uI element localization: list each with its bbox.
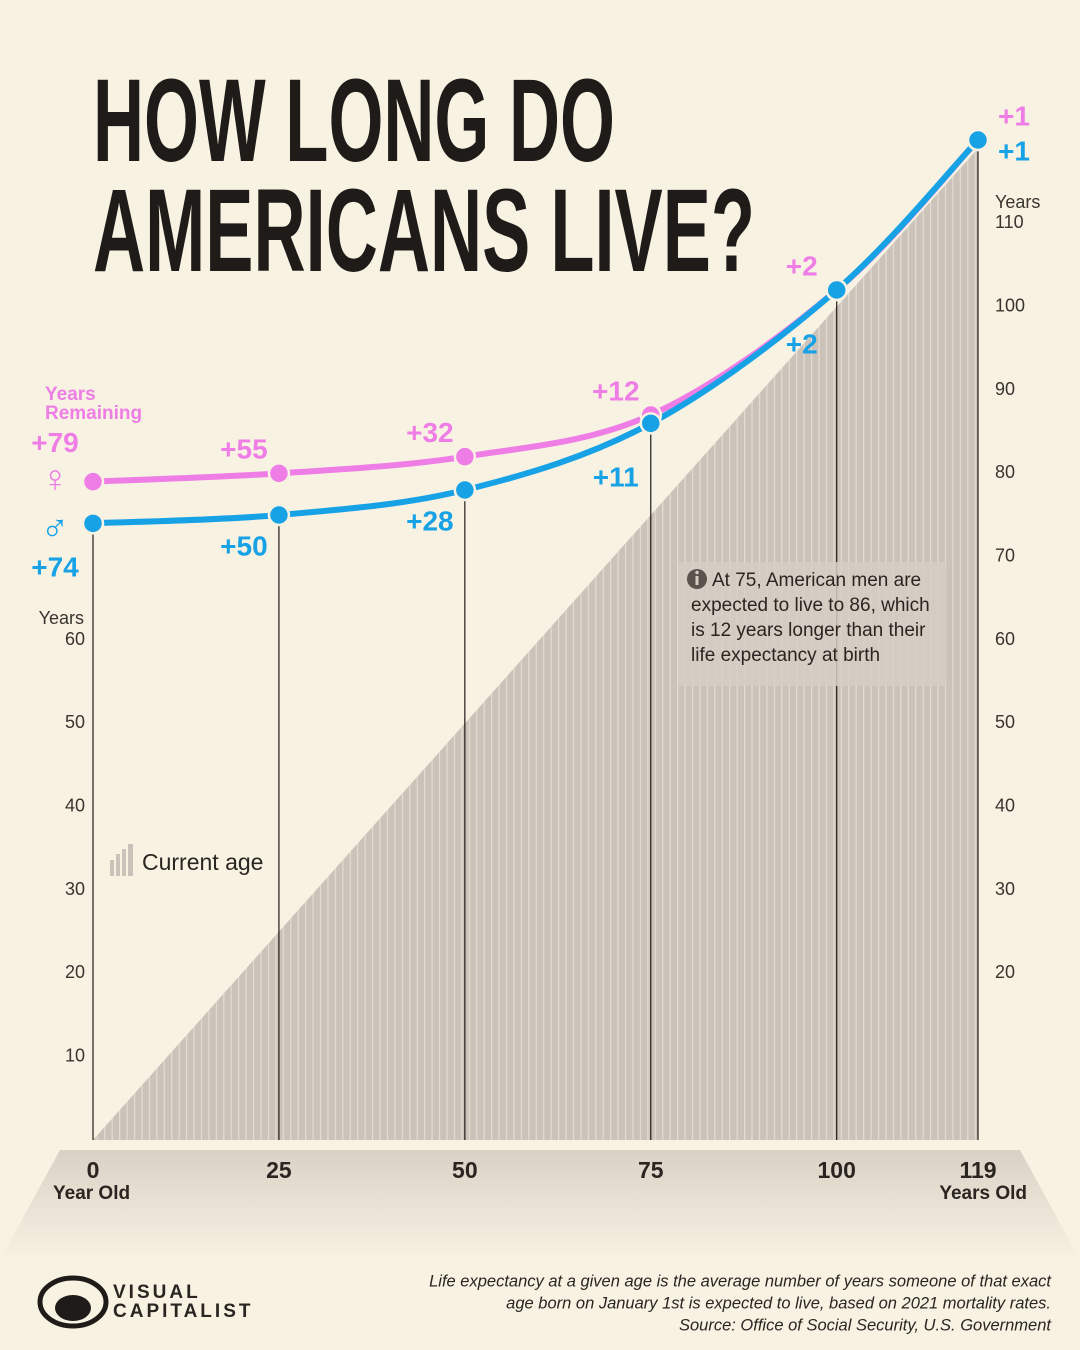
x-axis-label: Years Old bbox=[939, 1183, 1027, 1204]
marker bbox=[966, 128, 990, 152]
title: HOW LONG DO AMERICANS LIVE? bbox=[93, 55, 755, 297]
title-line: HOW LONG DO bbox=[93, 55, 615, 187]
value-label: +12 bbox=[592, 375, 640, 406]
annotation-text: expected to live to 86, which bbox=[691, 595, 930, 616]
logo-text: VISUAL bbox=[113, 1282, 201, 1303]
y-tick-label: 40 bbox=[65, 795, 85, 815]
annotation-text: At 75, American men are bbox=[712, 570, 921, 591]
footnote-line: Source: Office of Social Security, U.S. … bbox=[679, 1316, 1052, 1334]
x-tick-label: 0 bbox=[87, 1157, 100, 1183]
marker bbox=[267, 503, 291, 527]
x-tick-label: 25 bbox=[266, 1157, 292, 1183]
area bbox=[93, 148, 978, 1141]
value-label: +55 bbox=[220, 434, 268, 465]
y-axis-label: Years bbox=[39, 608, 84, 628]
marker bbox=[825, 278, 848, 302]
legend-swatch bbox=[128, 844, 133, 876]
x-tick-label: 119 bbox=[959, 1157, 996, 1183]
y-tick-label: 20 bbox=[65, 962, 85, 982]
y2-tick-label: 70 bbox=[995, 545, 1015, 565]
y2-axis-label: Years bbox=[995, 192, 1040, 212]
marker bbox=[267, 462, 291, 485]
y-tick-label: 10 bbox=[65, 1045, 85, 1065]
value-label: +2 bbox=[786, 250, 818, 281]
value-label: +28 bbox=[406, 505, 454, 536]
logo-icon bbox=[37, 1275, 109, 1329]
legend-label: Current age bbox=[142, 849, 263, 875]
y2-tick-label: 60 bbox=[995, 629, 1015, 649]
x-tick-label: 50 bbox=[452, 1157, 478, 1183]
remaining-label: Remaining bbox=[45, 403, 142, 424]
y2-tick-label: 30 bbox=[995, 879, 1015, 899]
line bbox=[92, 137, 981, 527]
annotation-text: life expectancy at birth bbox=[691, 645, 880, 666]
value-label: +11 bbox=[593, 462, 639, 493]
legend-swatch bbox=[122, 849, 126, 876]
annotation-text: is 12 years longer than their bbox=[691, 620, 926, 641]
legend-symbol: ♂ bbox=[41, 506, 70, 548]
info-icon bbox=[695, 570, 699, 575]
legend-symbol: ♀ bbox=[41, 459, 70, 501]
logo-icon bbox=[55, 1295, 91, 1321]
marker bbox=[81, 470, 105, 493]
x-axis-label: Year Old bbox=[53, 1183, 130, 1204]
y-tick-label: 50 bbox=[65, 712, 85, 732]
value-label: +74 bbox=[31, 552, 79, 583]
y2-tick-label: 90 bbox=[995, 379, 1015, 399]
info-icon bbox=[695, 576, 699, 585]
footnote-line: Life expectancy at a given age is the av… bbox=[429, 1272, 1052, 1290]
annotation: At 75, American men are expected to live… bbox=[678, 562, 946, 686]
footnote: Life expectancy at a given age is the av… bbox=[429, 1272, 1052, 1334]
y-tick-label: 60 bbox=[65, 629, 85, 649]
x-tick-label: 100 bbox=[818, 1157, 856, 1183]
value-label: +1 bbox=[998, 100, 1030, 131]
legend-swatch bbox=[116, 854, 120, 876]
x-tick-label: 75 bbox=[638, 1157, 664, 1183]
value-label: +32 bbox=[406, 417, 454, 448]
marker bbox=[639, 412, 663, 435]
y-tick-label: 30 bbox=[65, 879, 85, 899]
remaining-label: Years bbox=[45, 384, 96, 405]
plot: 10 20 30 40 50 60 20 30 40 50 60 70 80 90 100 110 0 25 50 7… bbox=[31, 100, 1030, 1183]
title-line: AMERICANS LIVE? bbox=[93, 165, 755, 297]
legend-swatch bbox=[110, 860, 114, 876]
logo: VISUAL CAPITALIST bbox=[37, 1275, 253, 1329]
y2-tick-label: 110 bbox=[995, 212, 1024, 232]
floor bbox=[0, 1150, 1080, 1260]
value-label: +2 bbox=[786, 328, 818, 359]
y2-tick-label: 50 bbox=[995, 712, 1015, 732]
legend: Current age bbox=[110, 844, 263, 876]
y2-tick-label: 80 bbox=[995, 462, 1015, 482]
footnote-line: age born on January 1st is expected to l… bbox=[506, 1294, 1051, 1312]
y2-tick-label: 100 bbox=[995, 295, 1025, 315]
value-label: +79 bbox=[31, 427, 79, 458]
annotation-box bbox=[678, 562, 946, 686]
y2-tick-label: 20 bbox=[995, 962, 1015, 982]
value-label: +50 bbox=[220, 530, 268, 561]
marker bbox=[81, 512, 105, 535]
logo-text: CAPITALIST bbox=[113, 1301, 253, 1322]
marker bbox=[453, 478, 477, 502]
marker bbox=[453, 445, 477, 468]
value-label: +1 bbox=[998, 135, 1030, 166]
y2-tick-label: 40 bbox=[995, 795, 1015, 815]
